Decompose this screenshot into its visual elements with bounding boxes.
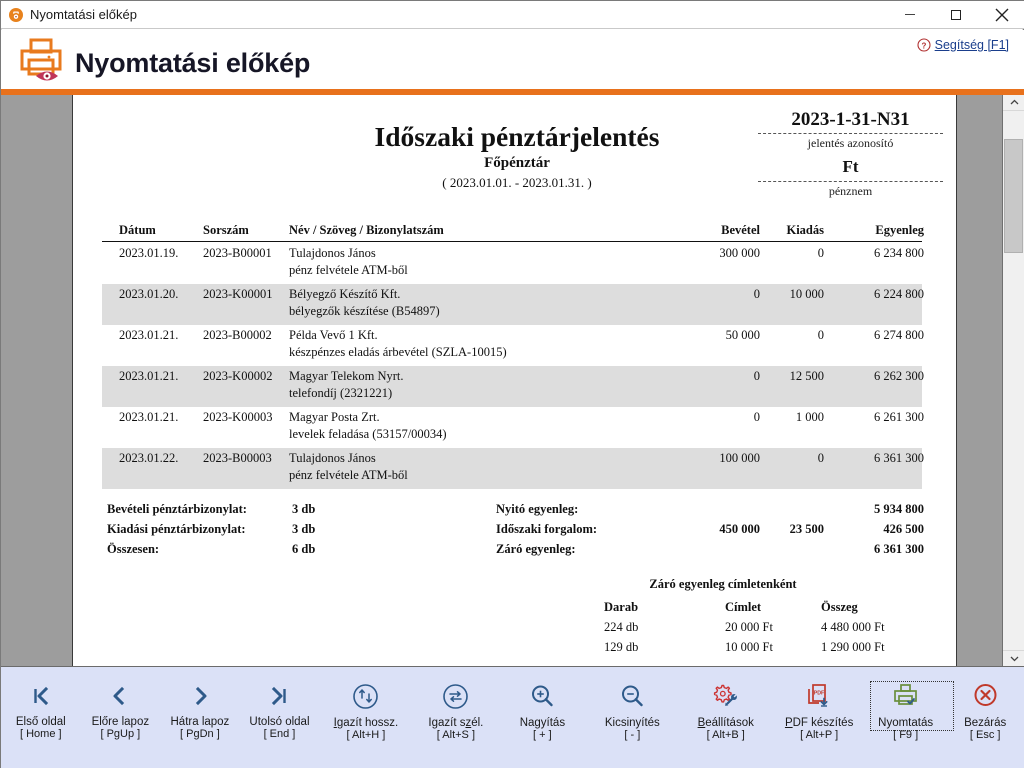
- svg-text:PDF: PDF: [813, 691, 824, 697]
- svg-text:?: ?: [921, 41, 926, 50]
